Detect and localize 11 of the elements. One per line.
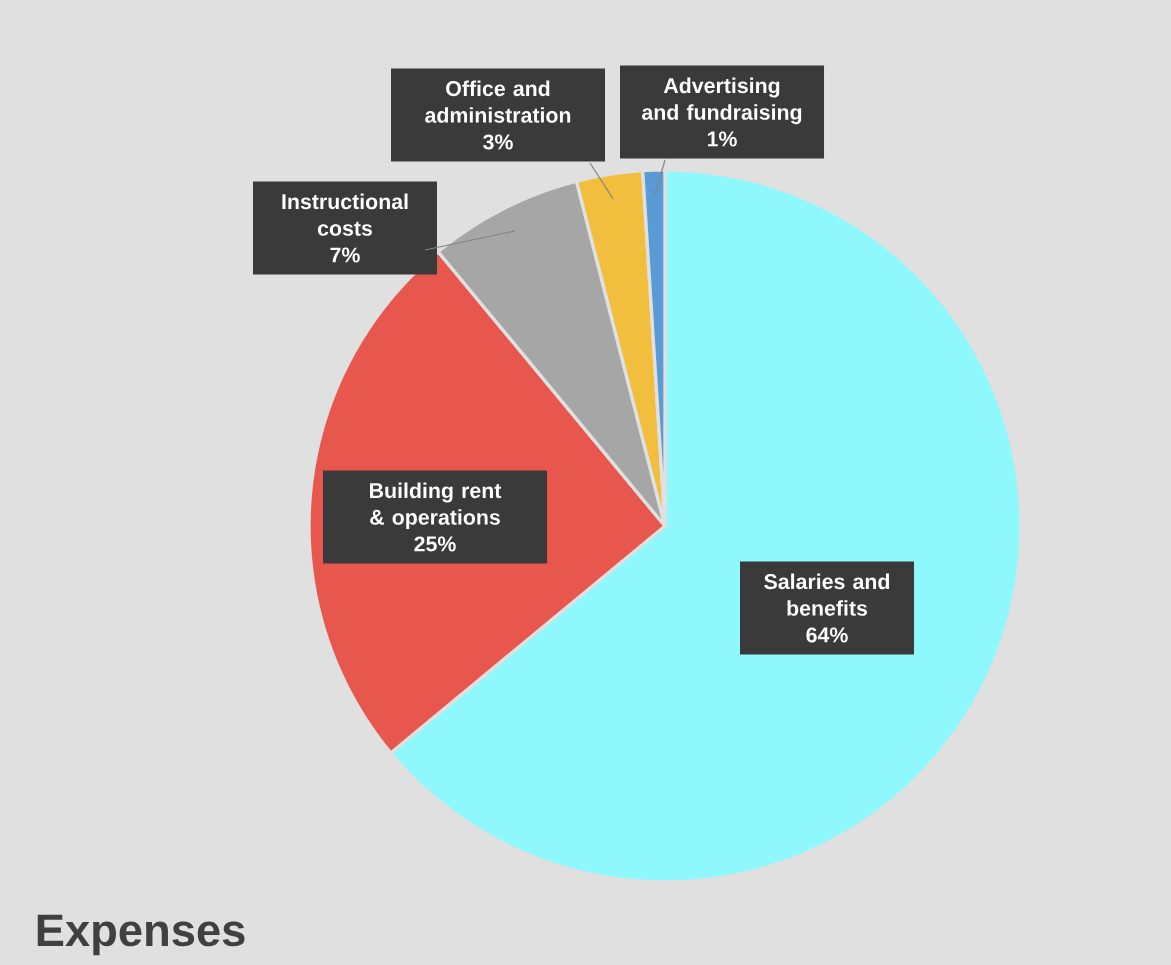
data-label: 7% xyxy=(330,247,360,263)
slice-label: Building rent & operations xyxy=(370,482,502,530)
text: Expenses xyxy=(37,914,245,956)
data-label: 64% xyxy=(806,627,848,643)
slice-label: Advertising and fundraising xyxy=(642,77,802,125)
data-label: 3% xyxy=(483,134,513,150)
slice-label: Salaries and benefits xyxy=(764,573,890,616)
slice-label: Office and administration xyxy=(425,80,571,123)
data-label: 1% xyxy=(707,131,737,147)
data-label: 25% xyxy=(414,536,456,552)
slice-label: Instructional costs xyxy=(282,193,408,236)
